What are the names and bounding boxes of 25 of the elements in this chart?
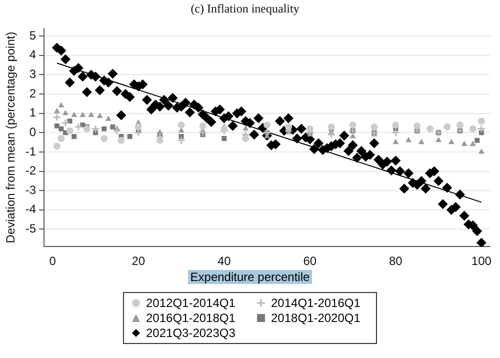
y-tick-label: -5 xyxy=(25,222,36,236)
y-tick-label: 2 xyxy=(29,86,36,100)
x-tick-label: 100 xyxy=(471,254,492,268)
x-tick-label: 80 xyxy=(388,254,403,268)
y-tick-label: 4 xyxy=(29,48,36,62)
legend-label: 2014Q1-2016Q1 xyxy=(271,296,360,310)
legend-label: 2012Q1-2014Q1 xyxy=(146,296,236,310)
chart-title: (c) Inflation inequality xyxy=(190,1,300,16)
y-tick-label: -1 xyxy=(25,144,36,158)
x-tick-label: 0 xyxy=(49,254,56,268)
y-tick-label: -3 xyxy=(25,182,36,197)
y-tick-label: -2 xyxy=(25,164,36,178)
y-tick-label: 1 xyxy=(29,106,36,120)
y-tick-label: -4 xyxy=(25,202,36,216)
legend-label: 2018Q1-2020Q1 xyxy=(271,311,360,325)
y-axis-title: Deviation from mean (percentage point) xyxy=(4,32,18,244)
y-tick-label: 0 xyxy=(29,124,36,139)
y-tick-label: 5 xyxy=(29,28,36,42)
x-tick-label: 60 xyxy=(303,254,317,268)
legend-label: 2016Q1-2018Q1 xyxy=(146,311,236,325)
x-axis-title: Expenditure percentile xyxy=(188,270,312,284)
legend-label: 2021Q3-2023Q3 xyxy=(146,326,236,340)
y-tick-label: 3 xyxy=(29,67,36,82)
x-tick-label: 20 xyxy=(132,254,146,268)
x-tick-label: 40 xyxy=(217,254,232,268)
